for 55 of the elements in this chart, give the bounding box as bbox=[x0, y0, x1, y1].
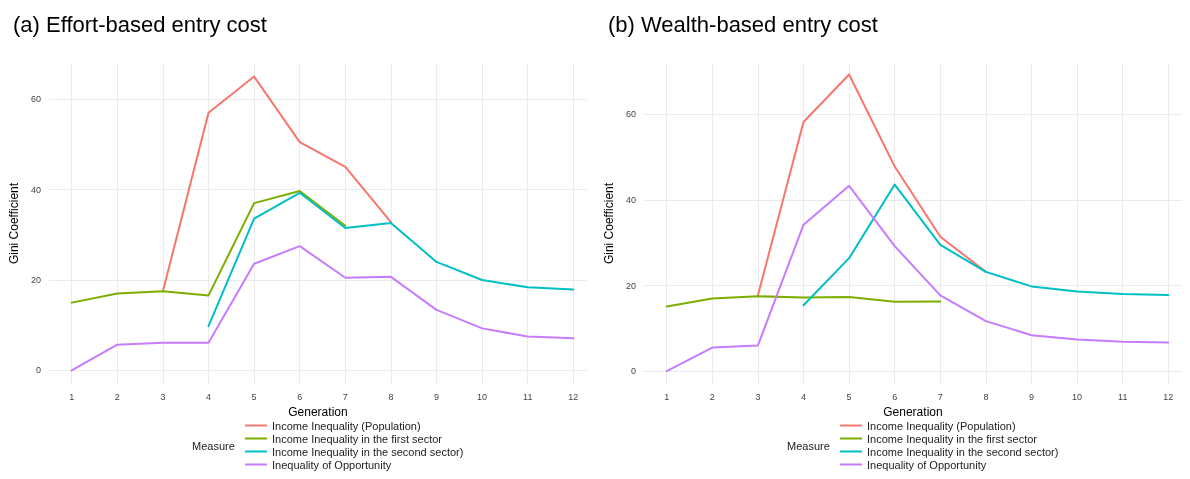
x-tick-label: 11 bbox=[1118, 391, 1128, 402]
x-tick-label: 6 bbox=[297, 391, 303, 402]
line-series bbox=[70, 189, 347, 304]
legend-label: Income Inequality in the second sector) bbox=[272, 445, 464, 458]
legend-label: Income Inequality (Population) bbox=[867, 419, 1016, 432]
x-tick-label: 5 bbox=[846, 391, 852, 402]
x-tick-label: 10 bbox=[1072, 391, 1083, 402]
x-tick-label: 7 bbox=[937, 391, 943, 402]
legend-title: Measure bbox=[192, 439, 235, 452]
chart-title: (b) Wealth-based entry cost bbox=[608, 11, 878, 37]
x-tick-label: 10 bbox=[477, 391, 488, 402]
line-series bbox=[70, 245, 575, 372]
y-tick-label: 0 bbox=[35, 365, 41, 376]
y-tick-label: 60 bbox=[30, 94, 41, 105]
y-axis-title: Gini Coefficient bbox=[7, 182, 21, 265]
legend-label: Income Inequality (Population) bbox=[272, 419, 421, 432]
legend-title: Measure bbox=[787, 439, 830, 452]
x-tick-label: 3 bbox=[160, 391, 166, 402]
x-tick-label: 12 bbox=[1163, 391, 1174, 402]
x-tick-label: 8 bbox=[388, 391, 394, 402]
y-tick-label: 60 bbox=[625, 109, 636, 120]
legend-label: Inequality of Opportunity bbox=[272, 458, 392, 471]
x-axis-title: Generation bbox=[883, 404, 943, 419]
x-tick-label: 3 bbox=[755, 391, 761, 402]
legend-label: Income Inequality in the second sector) bbox=[867, 445, 1059, 458]
y-axis-title: Gini Coefficient bbox=[602, 182, 616, 265]
x-tick-label: 6 bbox=[892, 391, 898, 402]
x-tick-label: 11 bbox=[523, 391, 533, 402]
x-tick-label: 7 bbox=[342, 391, 348, 402]
y-tick-label: 20 bbox=[625, 280, 636, 291]
x-tick-label: 1 bbox=[69, 391, 75, 402]
y-tick-label: 40 bbox=[625, 194, 636, 205]
legend-label: Income Inequality in the first sector bbox=[867, 432, 1038, 445]
y-tick-label: 40 bbox=[30, 184, 41, 195]
line-series bbox=[802, 183, 1170, 307]
chart-title: (a) Effort-based entry cost bbox=[13, 11, 267, 37]
legend-label: Income Inequality in the first sector bbox=[272, 432, 443, 445]
line-series bbox=[665, 184, 1170, 373]
line-series bbox=[161, 75, 392, 293]
legend-label: Inequality of Opportunity bbox=[867, 458, 987, 471]
y-tick-label: 0 bbox=[630, 366, 636, 377]
line-series bbox=[665, 295, 942, 308]
x-tick-label: 9 bbox=[1029, 391, 1035, 402]
x-tick-label: 1 bbox=[664, 391, 670, 402]
line-series bbox=[207, 191, 575, 328]
x-axis-title: Generation bbox=[288, 404, 348, 419]
x-tick-label: 12 bbox=[568, 391, 579, 402]
y-tick-label: 20 bbox=[30, 275, 41, 286]
x-tick-label: 4 bbox=[801, 391, 807, 402]
x-tick-label: 8 bbox=[983, 391, 989, 402]
x-tick-label: 5 bbox=[251, 391, 257, 402]
x-tick-label: 9 bbox=[434, 391, 440, 402]
x-tick-label: 2 bbox=[709, 391, 715, 402]
x-tick-label: 4 bbox=[206, 391, 212, 402]
x-tick-label: 2 bbox=[114, 391, 120, 402]
